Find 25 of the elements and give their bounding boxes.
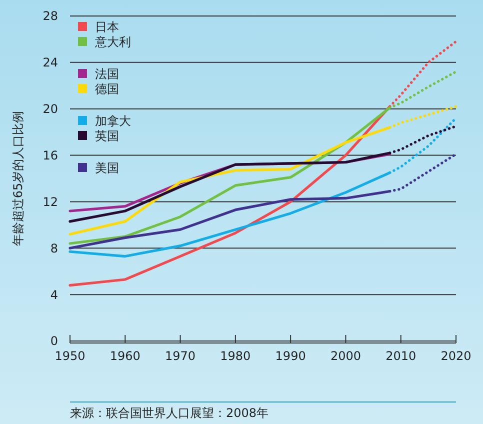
legend-label: 美国 [95,161,119,176]
x-tick-label: 1990 [275,349,306,363]
y-tick-label: 28 [42,9,58,24]
legend-label: 德国 [95,82,119,96]
y-tick-label: 24 [42,56,58,70]
x-tick-label: 2000 [330,349,361,363]
x-tick-label: 1950 [54,349,86,363]
legend-label: 法国 [95,67,119,82]
source-note: 来源：联合国世界人口展望：2008年 [70,406,269,420]
x-tick-label: 1960 [110,349,140,363]
legend-label: 意大利 [94,35,131,50]
legend-label: 英国 [95,129,119,144]
y-tick-label: 20 [42,102,58,116]
y-axis-title: 年龄超过65岁的人口比例 [11,110,25,246]
y-tick-label: 16 [42,148,58,162]
x-tick-label: 2010 [386,349,416,363]
x-tick-label: 1980 [220,349,251,363]
x-tick-label: 1970 [165,349,196,363]
y-tick-label: 12 [42,194,58,209]
y-tick-label: 8 [50,241,58,256]
x-tick-label: 2020 [440,349,472,363]
legend-label: 加拿大 [95,114,131,128]
y-tick-label: 0 [50,334,58,348]
y-tick-label: 4 [50,288,58,302]
legend-label: 日本 [95,20,119,34]
